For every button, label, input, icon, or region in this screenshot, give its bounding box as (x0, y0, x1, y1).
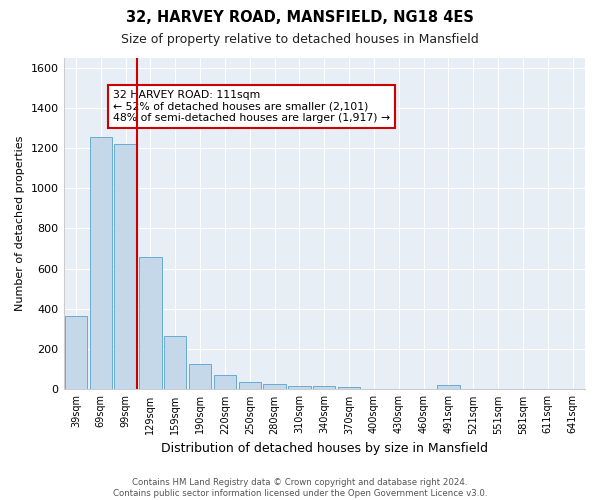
Bar (313, 386, 335, 390)
Bar (437, 386, 460, 390)
Bar (89, 137, 112, 390)
Bar (288, 386, 311, 390)
Text: 32, HARVEY ROAD, MANSFIELD, NG18 4ES: 32, HARVEY ROAD, MANSFIELD, NG18 4ES (126, 10, 474, 25)
Y-axis label: Number of detached properties: Number of detached properties (15, 136, 25, 311)
Bar (189, 364, 211, 390)
Bar (239, 382, 261, 390)
Text: Contains HM Land Registry data © Crown copyright and database right 2024.
Contai: Contains HM Land Registry data © Crown c… (113, 478, 487, 498)
Text: 32 HARVEY ROAD: 111sqm
← 52% of detached houses are smaller (2,101)
48% of semi-: 32 HARVEY ROAD: 111sqm ← 52% of detached… (113, 90, 391, 123)
Bar (164, 336, 187, 390)
Bar (139, 256, 161, 390)
Bar (214, 376, 236, 390)
Text: Size of property relative to detached houses in Mansfield: Size of property relative to detached ho… (121, 32, 479, 46)
Bar (65, 316, 87, 390)
X-axis label: Distribution of detached houses by size in Mansfield: Distribution of detached houses by size … (161, 442, 488, 455)
Bar (115, 144, 137, 390)
Bar (263, 384, 286, 390)
Bar (338, 388, 360, 390)
